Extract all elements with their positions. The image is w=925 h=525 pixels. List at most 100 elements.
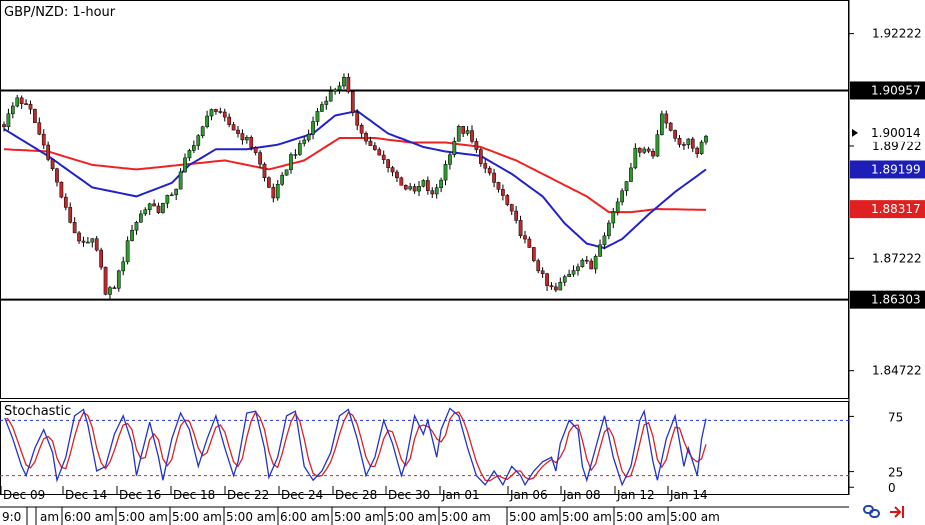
time-label: 5:00 am — [118, 510, 168, 524]
date-label: Jan 06 — [509, 488, 548, 502]
candle-body — [258, 153, 261, 165]
candle-body — [108, 288, 111, 295]
candle-body — [289, 155, 292, 170]
candle-body — [590, 261, 593, 269]
time-label: 5:00 am — [616, 510, 666, 524]
candle-body — [585, 260, 588, 261]
candle-body — [373, 146, 376, 150]
candle-body — [364, 133, 367, 141]
chart-title: GBP/NZD: 1-hour — [4, 5, 116, 20]
candle-body — [356, 113, 359, 126]
candle-body — [311, 122, 314, 135]
price-tag-label: 1.86303 — [871, 293, 921, 307]
candle-body — [541, 271, 544, 274]
date-label: Jan 14 — [669, 488, 708, 502]
candle-body — [409, 187, 412, 190]
candle-body — [95, 239, 98, 250]
candle-body — [616, 202, 619, 212]
candle-body — [660, 114, 663, 135]
candle-body — [188, 150, 191, 157]
candle-body — [281, 175, 284, 184]
candle-body — [7, 114, 10, 127]
candle-body — [148, 204, 151, 210]
candle-body — [629, 168, 632, 182]
candle-body — [223, 112, 226, 117]
candle-body — [638, 148, 641, 152]
candle-body — [47, 145, 50, 159]
candle-body — [426, 180, 429, 190]
link-icon[interactable] — [864, 506, 879, 517]
candle-body — [214, 109, 217, 111]
candle-body — [523, 236, 526, 239]
date-label: Dec 14 — [65, 488, 107, 502]
candle-body — [598, 245, 601, 257]
candle-body — [568, 274, 571, 276]
candle-body — [294, 154, 297, 155]
candle-body — [11, 106, 14, 114]
candle-body — [329, 91, 332, 101]
stochastic-title: Stochastic — [4, 404, 71, 419]
time-label: am — [40, 510, 59, 524]
candle-body — [651, 151, 654, 156]
candle-body — [612, 212, 615, 223]
candle-body — [647, 149, 650, 151]
candle-body — [82, 241, 85, 242]
candle-body — [532, 247, 535, 260]
candle-body — [179, 172, 182, 189]
candle-body — [470, 131, 473, 142]
time-label: 5:00 am — [562, 510, 612, 524]
candle-body — [183, 158, 186, 172]
y-tick-label: 1.87222 — [872, 251, 922, 265]
candle-body — [444, 164, 447, 180]
time-label: 6:00 am — [64, 510, 114, 524]
candle-body — [387, 160, 390, 168]
stoch-tick-label: 0 — [888, 481, 896, 495]
candle-body — [506, 195, 509, 204]
candle-body — [320, 105, 323, 112]
candle-body — [528, 239, 531, 247]
candle-body — [51, 159, 54, 168]
candle-body — [643, 149, 646, 152]
candle-body — [347, 77, 350, 92]
candle-body — [448, 155, 451, 165]
candle-body — [285, 170, 288, 175]
time-label: 5:00 am — [387, 510, 437, 524]
candle-body — [175, 189, 178, 195]
candle-body — [621, 191, 624, 202]
candle-body — [462, 126, 465, 133]
candle-body — [378, 150, 381, 156]
candle-body — [439, 180, 442, 188]
price-tag-label: 1.90014 — [871, 126, 921, 140]
candle-body — [236, 130, 239, 133]
red-arrow-icon[interactable] — [890, 506, 903, 518]
candle-body — [682, 144, 685, 145]
candle-body — [267, 178, 270, 188]
candle-body — [492, 173, 495, 182]
time-label: 5:00 am — [509, 510, 559, 524]
candle-body — [139, 214, 142, 222]
candle-body — [153, 204, 156, 206]
candle-body — [166, 195, 169, 203]
candle-body — [382, 155, 385, 160]
candle-body — [576, 267, 579, 271]
candle-body — [135, 222, 138, 230]
candle-body — [696, 148, 699, 154]
candle-body — [307, 134, 310, 140]
stoch-tick-label: 75 — [888, 410, 903, 424]
candle-body — [497, 182, 500, 189]
date-label: Dec 16 — [119, 488, 161, 502]
candle-body — [316, 111, 319, 121]
candle-body — [24, 104, 27, 105]
candle-body — [219, 111, 222, 112]
candle-body — [422, 180, 425, 186]
candle-body — [197, 136, 200, 146]
candle-body — [170, 195, 173, 196]
candle-body — [20, 98, 23, 104]
candle-body — [673, 130, 676, 138]
candle-body — [263, 164, 266, 178]
candle-body — [161, 203, 164, 212]
candle-body — [60, 182, 63, 197]
main-panel-frame — [1, 1, 849, 399]
candle-body — [400, 178, 403, 185]
candle-body — [298, 143, 301, 154]
